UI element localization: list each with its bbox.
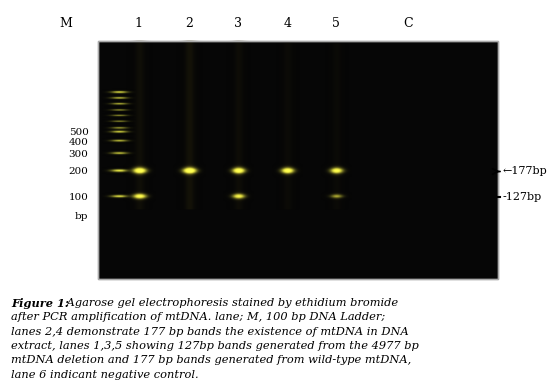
Text: C: C (403, 17, 413, 30)
Text: Agarose gel electrophoresis stained by ethidium bromide: Agarose gel electrophoresis stained by e… (63, 298, 398, 308)
Text: ←177bp: ←177bp (503, 166, 548, 177)
Text: lanes 2,4 demonstrate 177 bp bands the existence of mtDNA in DNA: lanes 2,4 demonstrate 177 bp bands the e… (11, 327, 409, 337)
Text: lane 6 indicant negative control.: lane 6 indicant negative control. (11, 370, 199, 380)
Text: after PCR amplification of mtDNA. lane; M, 100 bp DNA Ladder;: after PCR amplification of mtDNA. lane; … (11, 312, 385, 322)
Text: Figure 1:: Figure 1: (11, 298, 69, 309)
Text: 1: 1 (135, 17, 143, 30)
Bar (98, 41, 498, 279)
Text: extract, lanes 1,3,5 showing 127bp bands generated from the 4977 bp: extract, lanes 1,3,5 showing 127bp bands… (11, 341, 419, 351)
Text: 300: 300 (69, 149, 88, 159)
Text: 2: 2 (185, 17, 193, 30)
Text: -127bp: -127bp (503, 192, 542, 202)
Text: M: M (60, 17, 72, 30)
Text: 400: 400 (69, 138, 88, 147)
Bar (98, 41, 498, 279)
Text: 4: 4 (283, 17, 291, 30)
Text: mtDNA deletion and 177 bp bands generated from wild-type mtDNA,: mtDNA deletion and 177 bp bands generate… (11, 355, 412, 365)
Text: bp: bp (75, 212, 88, 221)
Text: 100: 100 (69, 192, 88, 202)
Text: 3: 3 (234, 17, 242, 30)
Text: 5: 5 (332, 17, 340, 30)
Text: 200: 200 (69, 167, 88, 176)
Text: 500: 500 (69, 128, 88, 137)
